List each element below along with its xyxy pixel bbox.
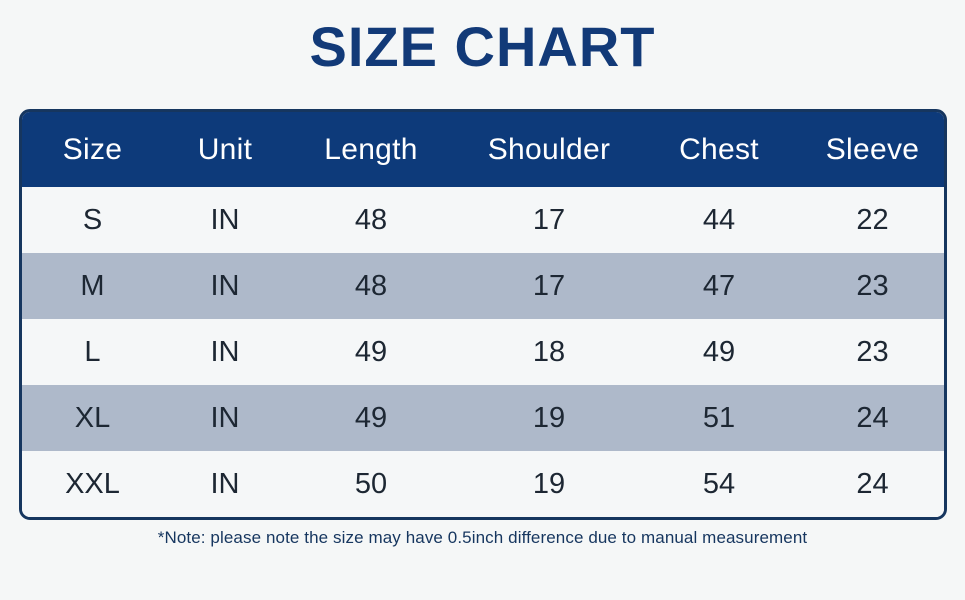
cell-length: 50: [354, 467, 388, 500]
cell-chest: 49: [702, 335, 736, 368]
cell-length: 48: [354, 203, 388, 236]
table-row: L IN 49 18 49 23: [22, 319, 944, 385]
page-title: SIZE CHART: [309, 15, 656, 78]
column-header-length-label: Length: [287, 112, 455, 187]
cell-sleeve: 22: [856, 203, 889, 236]
cell-size: XXL: [65, 467, 120, 500]
cell-shoulder: 17: [532, 203, 566, 236]
cell-size: L: [84, 335, 101, 368]
cell-unit: IN: [210, 401, 240, 434]
size-chart-table: Size Unit Length Shoulder Chest: [22, 112, 944, 517]
cell-unit: IN: [210, 467, 240, 500]
table-header-row: Size Unit Length Shoulder Chest: [22, 112, 944, 187]
cell-unit: IN: [210, 203, 240, 236]
table-header: Size Unit Length Shoulder Chest: [22, 112, 944, 187]
table-row: XL IN 49 19 51 24: [22, 385, 944, 451]
column-header-shoulder-label: Shoulder: [455, 112, 643, 187]
cell-sleeve: 23: [856, 335, 889, 368]
cell-sleeve: 23: [856, 269, 889, 302]
cell-chest: 51: [702, 401, 736, 434]
table-row: M IN 48 17 47 23: [22, 253, 944, 319]
column-header-sleeve-label: Sleeve: [795, 112, 944, 187]
cell-size: M: [80, 269, 105, 302]
cell-length: 49: [354, 335, 388, 368]
column-header-size-label: Size: [22, 112, 163, 187]
column-header-unit: Unit: [163, 112, 287, 187]
table-body: S IN 48 17 44 22 M IN 48 17 47 23 L: [22, 187, 944, 517]
cell-sleeve: 24: [856, 401, 889, 434]
cell-chest: 54: [702, 467, 736, 500]
cell-sleeve: 24: [856, 467, 889, 500]
column-header-unit-label: Unit: [163, 112, 287, 187]
cell-shoulder: 19: [532, 401, 566, 434]
column-header-chest-label: Chest: [643, 112, 795, 187]
column-header-length: Length: [287, 112, 455, 187]
column-header-sleeve: Sleeve: [795, 112, 944, 187]
size-chart-table-container: Size Unit Length Shoulder Chest: [19, 109, 947, 520]
table-row: S IN 48 17 44 22: [22, 187, 944, 253]
cell-unit: IN: [210, 335, 240, 368]
cell-chest: 47: [702, 269, 736, 302]
column-header-shoulder: Shoulder: [455, 112, 643, 187]
cell-shoulder: 17: [532, 269, 566, 302]
cell-chest: 44: [702, 203, 736, 236]
cell-shoulder: 18: [532, 335, 566, 368]
cell-length: 48: [354, 269, 388, 302]
cell-unit: IN: [210, 269, 240, 302]
cell-size: S: [82, 203, 103, 236]
table-row: XXL IN 50 19 54 24: [22, 451, 944, 517]
measurement-note: *Note: please note the size may have 0.5…: [157, 528, 808, 547]
cell-length: 49: [354, 401, 388, 434]
cell-shoulder: 19: [532, 467, 566, 500]
column-header-chest: Chest: [643, 112, 795, 187]
cell-size: XL: [74, 401, 111, 434]
column-header-size: Size: [22, 112, 163, 187]
